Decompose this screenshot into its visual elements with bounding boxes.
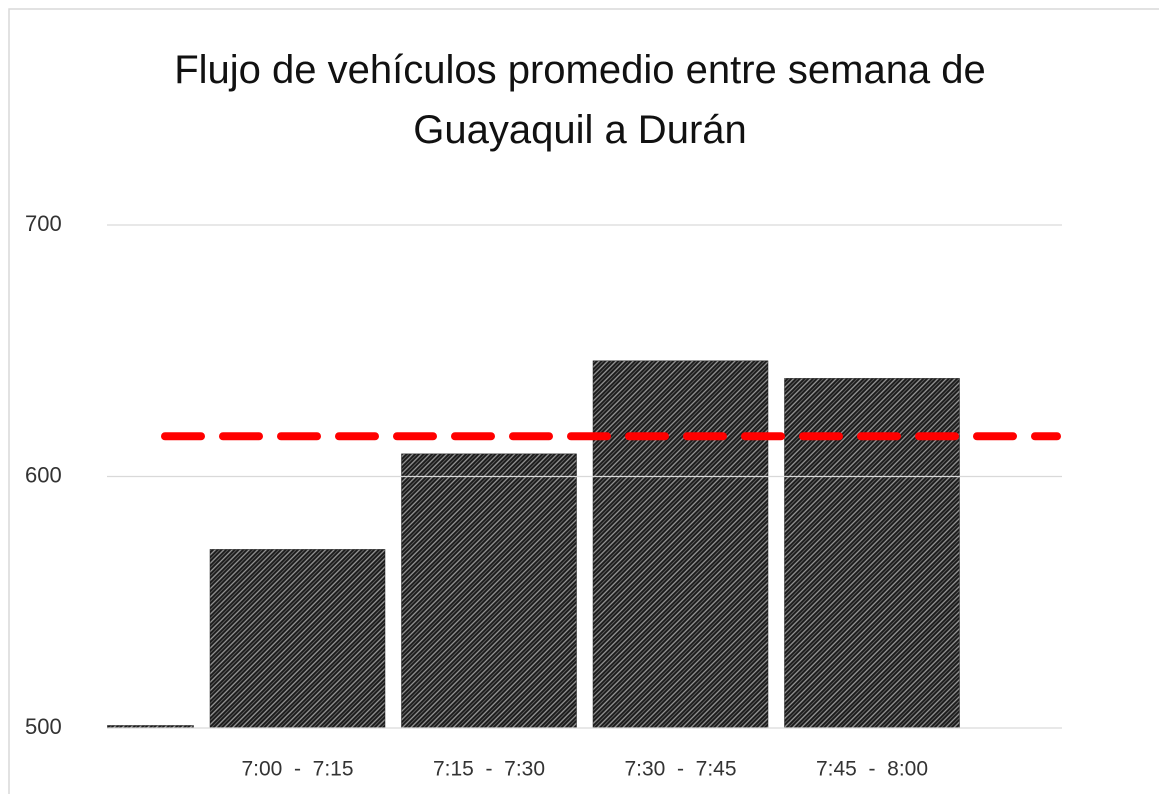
chart-border bbox=[8, 8, 1159, 794]
bar bbox=[209, 549, 386, 729]
bar bbox=[592, 360, 769, 729]
y-tick-label: 700 bbox=[25, 211, 62, 236]
y-tick-label: 600 bbox=[25, 462, 62, 487]
x-tick-label: 7:00 - 7:15 bbox=[241, 758, 353, 781]
bar bbox=[107, 725, 194, 729]
x-tick-label: 7:15 - 7:30 bbox=[433, 758, 545, 781]
x-tick-label: 7:30 - 7:45 bbox=[624, 758, 736, 781]
x-tick-label: 7:45 - 8:00 bbox=[816, 758, 928, 781]
chart-title: Flujo de vehículos promedio entre semana… bbox=[174, 48, 986, 152]
bar bbox=[784, 378, 960, 729]
bar bbox=[401, 453, 577, 729]
y-tick-label: 500 bbox=[25, 714, 62, 739]
